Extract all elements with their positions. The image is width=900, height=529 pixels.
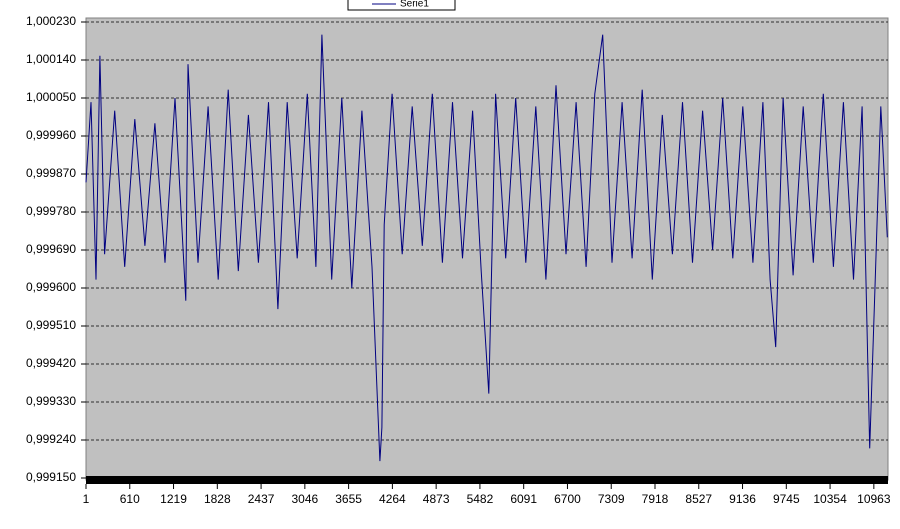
- x-tick-label: 1: [83, 492, 90, 506]
- y-tick-label: 0,999780: [26, 204, 76, 218]
- y-tick-label: 0,999240: [26, 432, 76, 446]
- y-tick-label: 0,999150: [26, 470, 76, 484]
- plot-area: [85, 17, 889, 481]
- x-tick-label: 8527: [685, 492, 712, 506]
- x-tick-label: 4264: [379, 492, 406, 506]
- x-tick-label: 9745: [773, 492, 800, 506]
- y-tick-label: 0,999510: [26, 318, 76, 332]
- x-tick-label: 6700: [554, 492, 581, 506]
- x-axis-line: [86, 476, 888, 484]
- x-tick-label: 1828: [204, 492, 231, 506]
- x-tick-label: 7918: [642, 492, 669, 506]
- x-tick-label: 4873: [423, 492, 450, 506]
- y-tick-label: 0,999690: [26, 242, 76, 256]
- series-line: [85, 34, 888, 462]
- y-tick-label: 0,999960: [26, 128, 76, 142]
- x-tick-label: 3655: [335, 492, 362, 506]
- x-tick-label: 7309: [598, 492, 625, 506]
- x-tick-label: 1219: [160, 492, 187, 506]
- x-tick-label: 9136: [729, 492, 756, 506]
- x-tick-label: 6091: [510, 492, 537, 506]
- y-tick-label: 1,000230: [26, 14, 76, 28]
- y-tick-label: 0,999420: [26, 356, 76, 370]
- y-tick-label: 1,000050: [26, 90, 76, 104]
- y-tick-label: 1,000140: [26, 52, 76, 66]
- x-tick-label: 2437: [248, 492, 275, 506]
- x-tick-label: 10354: [813, 492, 847, 506]
- legend-box: [347, 0, 456, 11]
- x-tick-label: 10963: [857, 492, 891, 506]
- x-tick-label: 5482: [467, 492, 494, 506]
- legend-label: Serie1: [400, 0, 429, 10]
- x-tick-label: 610: [120, 492, 140, 506]
- y-tick-label: 0,999330: [26, 394, 76, 408]
- x-tick-label: 3046: [291, 492, 318, 506]
- y-tick-label: 0,999600: [26, 280, 76, 294]
- y-tick-label: 0,999870: [26, 166, 76, 180]
